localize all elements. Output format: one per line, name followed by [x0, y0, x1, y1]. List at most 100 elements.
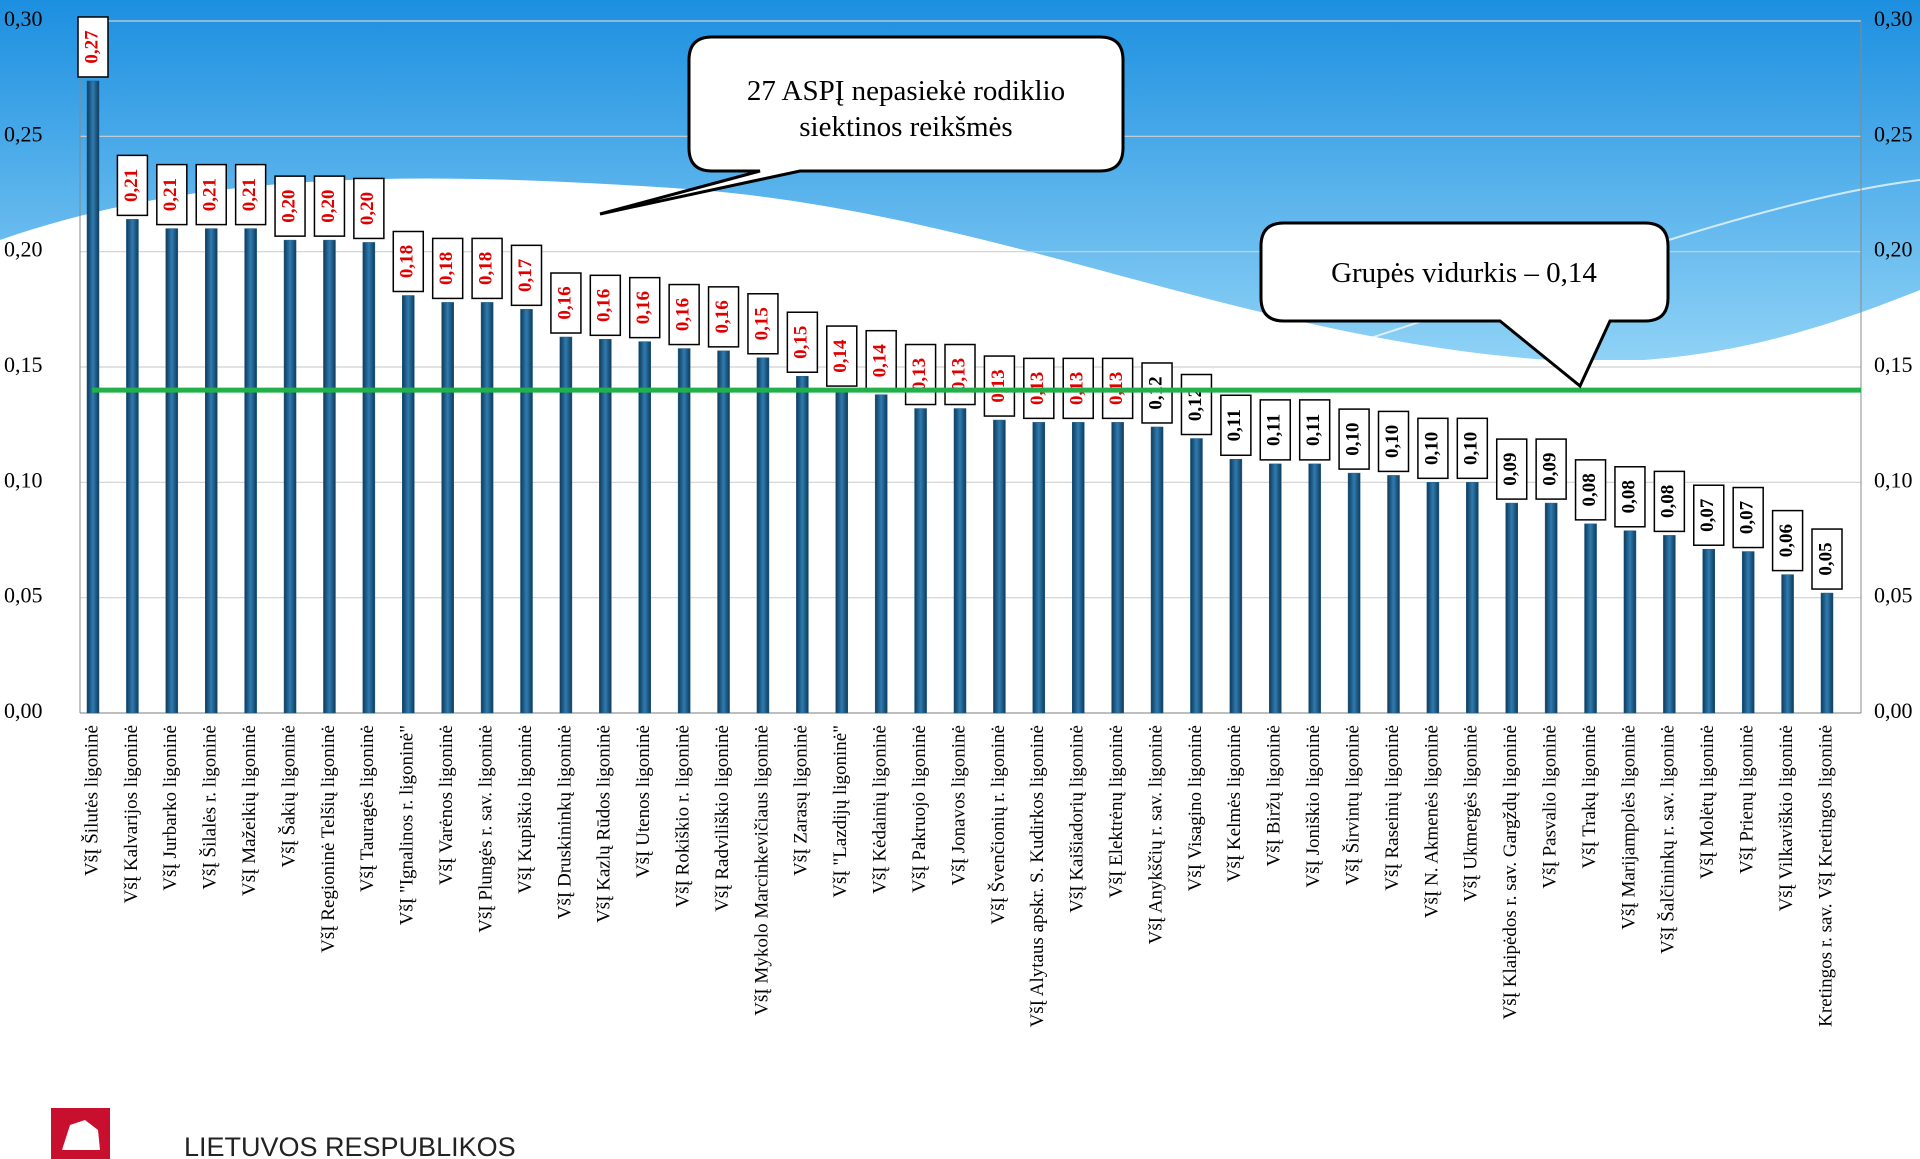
logo: LIETUVOS RESPUBLIKOS [51, 1108, 516, 1159]
y2-tick-label: 0,15 [1874, 352, 1913, 377]
value-label-box [510, 244, 543, 307]
y2-tick-label: 0,30 [1874, 6, 1913, 31]
x-tick-label: VšĮ Šilutės ligoninė [80, 725, 102, 876]
value-label-box [707, 286, 740, 348]
bar [1505, 502, 1518, 714]
value-label: 0,15 [791, 326, 812, 359]
value-label-box [1377, 410, 1410, 473]
value-label-box [431, 237, 464, 300]
y-tick-label: 0,05 [4, 583, 43, 608]
bar [717, 350, 730, 714]
x-tick-label: VšĮ Kazlų Rūdos ligoninė [594, 725, 615, 923]
x-tick-label: VšĮ Švenčionių r. ligoninė [987, 725, 1009, 924]
value-label-box [550, 272, 582, 334]
value-label: 0,09 [1539, 452, 1560, 485]
value-label: 0,16 [633, 291, 654, 324]
average-label: Grupės vidurkis – 0,14 [1331, 257, 1597, 289]
value-label: 0,16 [712, 300, 733, 333]
bar [1426, 482, 1440, 714]
average-callout [1259, 221, 1670, 389]
bar [1111, 422, 1124, 714]
x-tick-label: VšĮ Utenos ligoninė [633, 725, 654, 878]
x-tick-label: VšĮ Kėdainių ligoninė [870, 725, 891, 894]
value-label-box [1732, 486, 1764, 549]
bar [599, 339, 612, 714]
bar [914, 408, 927, 714]
value-label: 0,15 [751, 307, 772, 340]
value-label: 0,12 [1185, 388, 1206, 421]
value-label-box [1259, 399, 1292, 461]
x-tick-label: VšĮ Marijampolės ligoninė [1618, 725, 1639, 930]
x-tick-label: VšĮ Biržų ligoninė [1264, 725, 1285, 866]
x-tick-label: VšĮ Mažeikių ligoninė [239, 725, 260, 896]
value-label-box [628, 276, 661, 339]
bar [1584, 523, 1597, 714]
x-tick-label: VšĮ Pasvalio ligoninė [1539, 725, 1560, 889]
bar [1071, 422, 1085, 714]
value-label: 0,13 [988, 369, 1009, 402]
x-tick-label: VšĮ Elektrėnų ligoninė [1106, 725, 1127, 898]
bar [677, 348, 691, 714]
value-label: 0,07 [1697, 498, 1718, 532]
x-tick-label: VšĮ Visagino ligoninė [1185, 725, 1206, 891]
x-tick-label: VšĮ Rokiškio r. ligoninė [672, 725, 693, 908]
x-tick-label: VšĮ Tauragės ligoninė [357, 725, 378, 892]
value-label-box [1417, 417, 1449, 480]
value-label: 0,12 [1145, 376, 1166, 409]
value-label: 0,20 [357, 192, 378, 225]
value-label: 0,20 [318, 190, 339, 223]
value-label-box [668, 283, 700, 346]
value-label: 0,08 [1658, 485, 1679, 518]
x-tick-label: Kretingos r. sav. VšĮ Kretingos ligoninė [1815, 725, 1836, 1027]
value-label-box [1180, 373, 1213, 436]
x-tick-label: VšĮ Šakių ligoninė [277, 725, 299, 868]
x-tick-label: VšĮ Ukmergės ligoninė [1461, 725, 1482, 902]
value-label-box [826, 325, 858, 387]
bar [1229, 459, 1243, 714]
bar [1387, 475, 1400, 714]
value-label: 0,10 [1342, 422, 1363, 455]
bar [362, 242, 376, 714]
bar [1781, 574, 1794, 714]
value-label: 0,10 [1382, 425, 1403, 458]
bar [283, 239, 297, 714]
value-label-box [471, 237, 503, 300]
x-tick-label: VšĮ Širvintų ligoninė [1341, 725, 1363, 885]
value-label: 0,21 [121, 169, 142, 202]
value-label: 0,16 [594, 289, 615, 322]
value-label: 0,13 [948, 358, 969, 391]
x-tick-label: VšĮ Alytaus apskr. S. Kudirkos ligoninė [1027, 725, 1048, 1027]
bar [480, 302, 494, 714]
y-tick-label: 0,10 [4, 467, 43, 492]
value-label: 0,07 [1737, 500, 1758, 534]
value-label: 0,09 [1500, 452, 1521, 485]
x-tick-label: VšĮ Anykščių r. sav. ligoninė [1145, 725, 1166, 944]
bar [86, 80, 100, 714]
x-tick-label: VšĮ Prienų ligoninė [1737, 725, 1758, 874]
value-label-box [786, 311, 819, 373]
value-label: 0,11 [1303, 414, 1324, 446]
value-label-box [156, 163, 188, 226]
bar [559, 336, 573, 714]
x-tick-label: VšĮ Raseinių ligoninė [1382, 725, 1403, 891]
value-label-box [1298, 399, 1331, 461]
bar [1820, 592, 1834, 714]
value-label-box [1653, 470, 1686, 533]
value-label-box [313, 175, 346, 237]
x-tick-label: VšĮ Joniškio ligoninė [1303, 725, 1324, 888]
value-label: 0,05 [1815, 542, 1836, 575]
x-tick-label: VšĮ Druskininkų ligoninė [554, 725, 575, 919]
bar [1269, 463, 1282, 714]
value-label-box [1456, 417, 1489, 480]
bar [796, 375, 809, 714]
value-label-box [747, 293, 779, 355]
value-label-box [353, 177, 385, 240]
value-label-box [589, 274, 622, 337]
bar [244, 228, 257, 714]
value-label: 0,13 [909, 358, 930, 391]
value-label: 0,16 [672, 298, 693, 331]
value-label-box [392, 230, 425, 293]
x-tick-label: VšĮ "Ignalinos r. ligoninė" [397, 725, 418, 925]
value-label: 0,18 [397, 245, 418, 278]
